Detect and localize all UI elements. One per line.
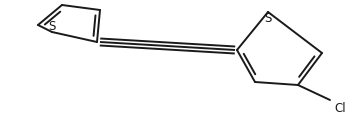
Text: S: S [264, 11, 272, 25]
Text: S: S [48, 20, 56, 32]
Text: Cl: Cl [334, 102, 346, 115]
